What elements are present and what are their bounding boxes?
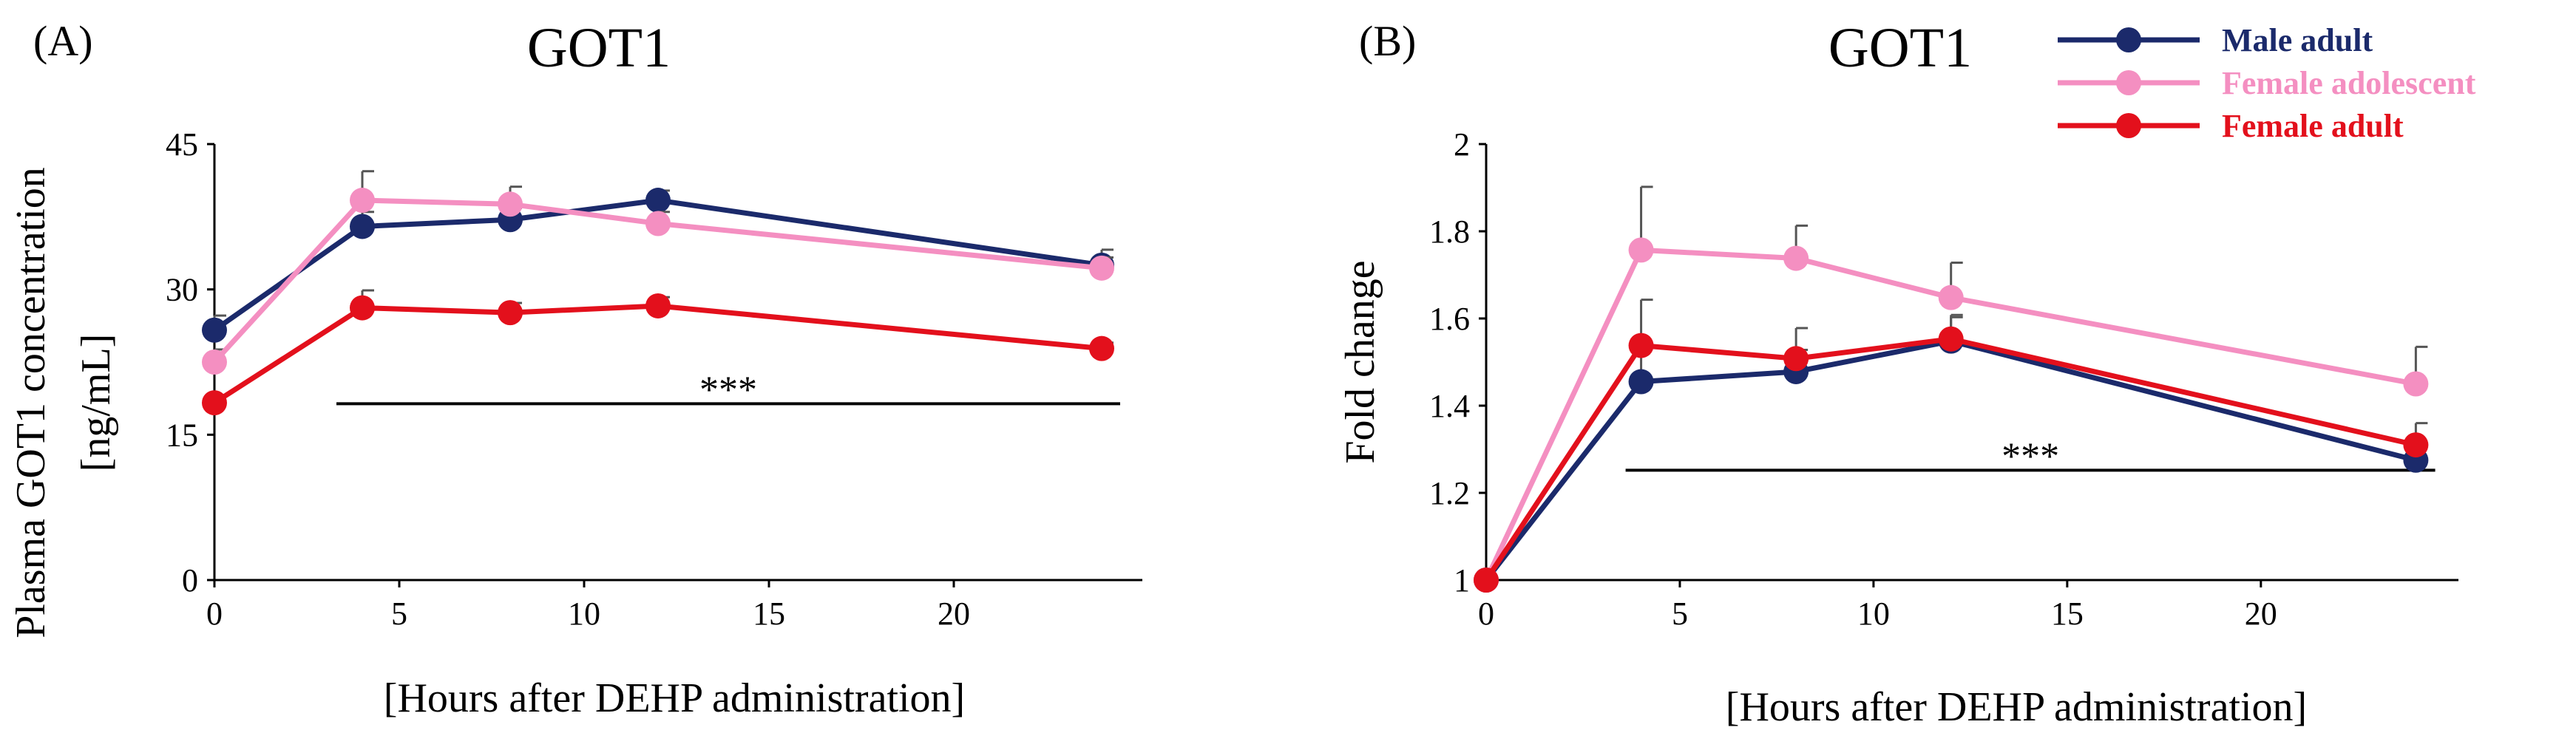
chart-title-b: GOT1: [1828, 17, 1972, 79]
y-axis-title-a: Plasma GOT1 concentration [ng/mL]: [8, 167, 119, 638]
y-axis-label-b: Fold change: [1338, 260, 1383, 463]
y-tick-label-b: 1.6: [1429, 301, 1470, 337]
x-tick-label-a: 10: [568, 596, 600, 632]
x-tick-label-a: 5: [391, 596, 407, 632]
data-point-female-adult: [645, 293, 671, 318]
y-tick-label-a: 0: [182, 562, 198, 599]
x-axis-label-a: [Hours after DEHP administration]: [384, 675, 965, 721]
legend-marker-female-adolescent: [2116, 70, 2141, 95]
series-female-adult-b: [1474, 299, 2429, 593]
panel-label-b: (B): [1359, 17, 1416, 65]
data-point-female-adolescent: [498, 191, 523, 217]
data-point-female-adult: [1474, 567, 1499, 593]
chart-panel-b: (B) GOT1 Fold change [Hours after DEHP a…: [1338, 17, 2458, 730]
y-tick-label-b: 1.2: [1429, 475, 1470, 511]
series-male-adult-b: [1474, 313, 2429, 593]
data-point-female-adult: [2403, 432, 2429, 458]
x-tick-label-a: 0: [206, 596, 223, 632]
series-line-female-adult: [213, 303, 1102, 406]
y-axis-unit-a: [ng/mL]: [73, 334, 119, 472]
data-point-male-adult: [645, 188, 671, 214]
x-tick-label-a: 15: [753, 596, 785, 632]
panel-label-a: (A): [33, 17, 93, 65]
data-point-female-adolescent: [645, 211, 671, 236]
legend-marker-male-adult: [2116, 27, 2141, 52]
x-tick-label-b: 5: [1672, 596, 1688, 632]
data-point-female-adolescent: [2403, 371, 2429, 397]
data-point-female-adult: [1938, 326, 1964, 352]
chart-title-a: GOT1: [527, 17, 671, 79]
data-point-female-adolescent: [1783, 245, 1809, 271]
x-tick-label-b: 0: [1478, 596, 1494, 632]
data-point-female-adult: [1628, 333, 1654, 358]
legend: Male adult Female adolescent Female adul…: [2058, 22, 2476, 144]
data-point-female-adolescent: [202, 350, 227, 375]
legend-label-female-adult: Female adult: [2222, 108, 2404, 144]
legend-item-male-adult: Male adult: [2058, 22, 2373, 58]
legend-label-male-adult: Male adult: [2222, 22, 2373, 58]
data-point-female-adult: [1783, 346, 1809, 372]
series-line-female-adult: [1484, 336, 2417, 582]
x-tick-label-a: 20: [938, 596, 970, 632]
plot-area-b: 11.21.41.61.820 5 10 15 20***: [1429, 126, 2458, 632]
y-axis-title-b: Fold change: [1338, 260, 1383, 463]
series-female-adult-a: [202, 289, 1114, 416]
y-tick-label-a: 30: [166, 272, 198, 308]
data-point-female-adult: [202, 390, 227, 416]
y-axis-label-a: Plasma GOT1 concentration: [8, 167, 54, 638]
data-point-female-adult: [1089, 335, 1114, 361]
data-point-female-adolescent: [1089, 255, 1114, 281]
significance-label-a: ***: [699, 369, 757, 411]
legend-item-female-adult: Female adult: [2058, 108, 2404, 144]
data-point-male-adult: [350, 214, 375, 239]
series-female-adolescent-b: [1474, 185, 2429, 593]
data-point-female-adult: [350, 295, 375, 321]
legend-label-female-adolescent: Female adolescent: [2222, 65, 2476, 101]
data-point-female-adolescent: [350, 188, 375, 214]
plot-area-a: 0 15 30 45 0 5 10 15 20 ***: [166, 126, 1142, 632]
data-point-male-adult: [1628, 369, 1654, 395]
legend-marker-female-adult: [2116, 113, 2141, 138]
data-point-male-adult: [202, 317, 227, 343]
y-tick-label-b: 1.4: [1429, 388, 1470, 424]
data-point-female-adult: [498, 300, 523, 326]
data-point-female-adolescent: [1628, 237, 1654, 263]
series-line-male-adult: [1484, 338, 2417, 582]
series-female-adolescent-a: [202, 170, 1114, 375]
data-point-female-adolescent: [1938, 284, 1964, 310]
legend-item-female-adolescent: Female adolescent: [2058, 65, 2476, 101]
y-tick-label-b: 1: [1454, 562, 1470, 599]
x-tick-label-b: 15: [2051, 596, 2084, 632]
y-tick-label-a: 45: [166, 126, 198, 163]
x-tick-label-b: 10: [1857, 596, 1890, 632]
x-tick-label-b: 20: [2245, 596, 2277, 632]
y-tick-label-b: 1.8: [1429, 214, 1470, 250]
chart-panel-a: (A) GOT1 Plasma GOT1 concentration [ng/m…: [8, 17, 1142, 721]
y-tick-label-b: 2: [1454, 126, 1470, 163]
y-tick-label-a: 15: [166, 417, 198, 453]
significance-label-b: ***: [2002, 435, 2059, 477]
x-axis-label-b: [Hours after DEHP administration]: [1726, 684, 2307, 730]
